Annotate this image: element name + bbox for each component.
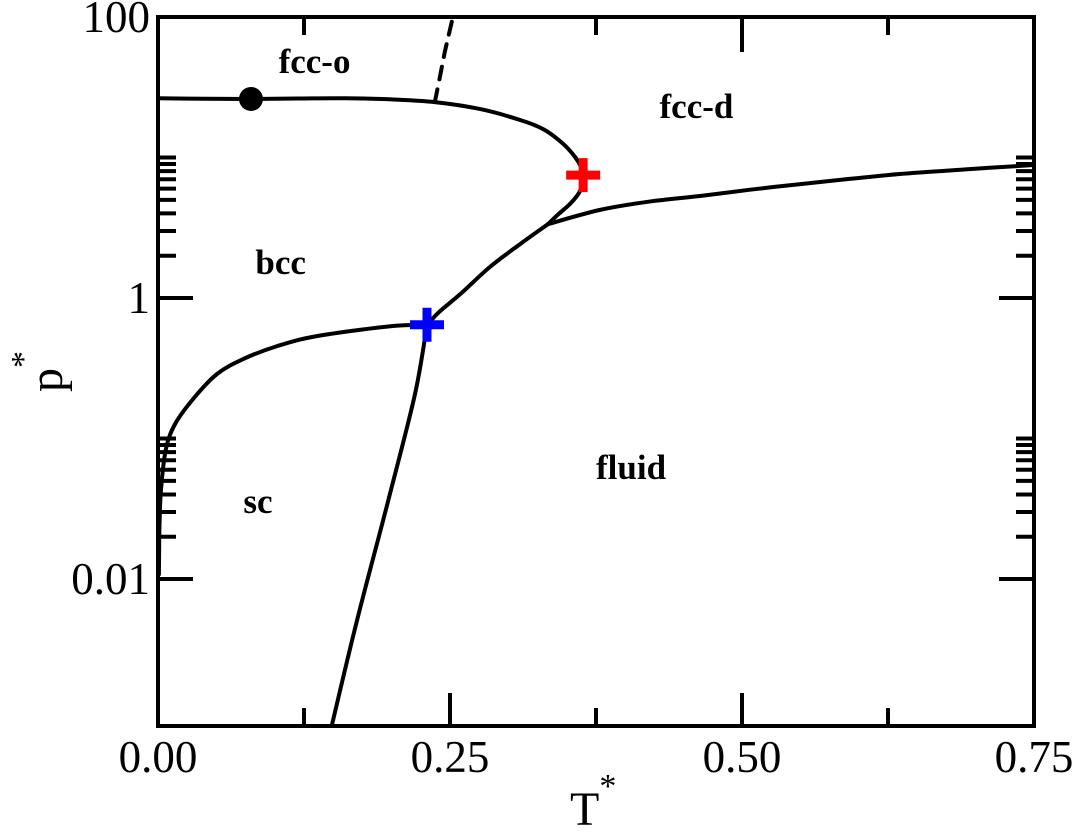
y-tick-label-0.01: 0.01 [71,554,150,604]
region-label-fcc-d: fcc-d [660,87,734,126]
axis-ticks [158,15,1034,726]
marker-sc-bcc-fluid-triple-cross [409,307,444,342]
curve-melting-line-bcc [425,222,551,327]
x-tick-label-0.75: 0.75 [995,732,1074,782]
curve-sublimation-line [330,322,429,727]
phase-boundaries [156,15,1036,727]
x-tick-label-0.50: 0.50 [703,732,782,782]
curve-melting-line-fcc-d [546,163,1036,227]
curve-fcc-o-bcc-boundary [156,96,586,227]
curve-fcc-o-fcc-d-boundary [432,15,455,105]
region-label-sc: sc [243,482,272,521]
y-tick-label-1: 1 [128,273,151,323]
y-tick-label-100: 100 [83,0,151,42]
curve-sc-bcc-boundary [156,322,429,577]
x-axis-title-sup: * [599,768,616,805]
region-label-bcc: bcc [255,243,306,282]
plot-frame [156,15,1036,728]
y-axis-title-sup: * [5,351,42,368]
y-axis-title: p* [5,351,73,392]
region-label-fcc-o: fcc-o [279,42,351,81]
special-points [238,86,601,342]
text-labels: fcc-o fcc-d bcc sc fluid 0.00 0.25 0.50 0.75 100 1… [5,0,1074,833]
region-label-fluid: fluid [596,448,667,487]
marker-bcc-terminus-cross [566,158,601,193]
marker-critical-point-dot [238,86,263,111]
x-axis-title: T* [570,768,616,828]
x-tick-label-0.00: 0.00 [119,732,198,782]
x-tick-label-0.25: 0.25 [411,732,490,782]
